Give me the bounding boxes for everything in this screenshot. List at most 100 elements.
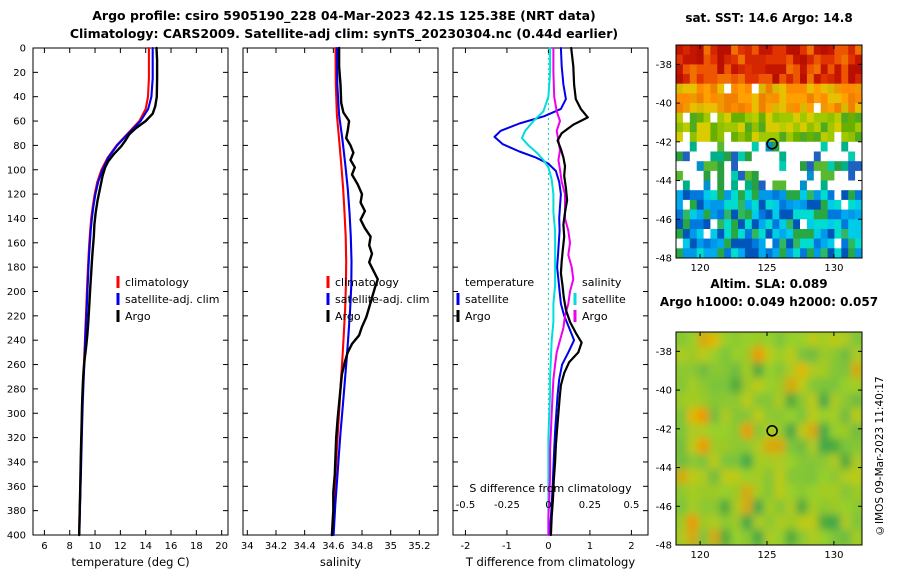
s-axis-tick-label: 0 xyxy=(545,500,551,511)
map-y-tick-label: -46 xyxy=(656,215,672,226)
imos-watermark: ©IMOS 09-Mar-2023 11:40:17 xyxy=(874,376,886,536)
x-tick-label: 10 xyxy=(89,541,102,552)
legend-header: temperature xyxy=(465,276,534,289)
legend-label: climatology xyxy=(125,276,189,289)
map-y-tick-label: -38 xyxy=(656,347,672,358)
series-argo xyxy=(77,46,159,537)
legend-label: Argo xyxy=(582,310,608,323)
legend-label: satellite-adj. clim xyxy=(335,293,429,306)
depth-tick-label: 180 xyxy=(7,263,26,274)
temperature_profile-frame xyxy=(32,47,229,536)
x-tick-label: 2 xyxy=(628,541,634,552)
x-tick-label: -2 xyxy=(460,541,470,552)
x-tick-label: 6 xyxy=(41,541,47,552)
sla-map-title-line2: Argo h1000: 0.049 h2000: 0.057 xyxy=(659,295,879,309)
x-axis-label: salinity xyxy=(320,555,361,569)
argo-float-marker xyxy=(766,424,778,437)
x-tick-label: 20 xyxy=(215,541,228,552)
depth-tick-label: 400 xyxy=(7,531,26,542)
depth-tick-label: 280 xyxy=(7,384,26,395)
map-x-tick-label: 125 xyxy=(757,550,776,561)
legend-header: salinity xyxy=(582,276,622,289)
argo-float-marker xyxy=(766,138,778,150)
x-tick-label: 35 xyxy=(384,541,397,552)
x-tick-label: 34.4 xyxy=(294,541,316,552)
figure-title-line2: Climatology: CARS2009. Satellite-adj cli… xyxy=(69,26,619,41)
depth-tick-label: 260 xyxy=(7,360,26,371)
x-tick-label: 0 xyxy=(545,541,551,552)
map-x-tick-label: 125 xyxy=(757,263,776,274)
x-tick-label: -1 xyxy=(502,541,512,552)
legend-label: Argo xyxy=(465,310,491,323)
depth-tick-label: 20 xyxy=(13,68,26,79)
legend-label: satellite-adj. clim xyxy=(125,293,219,306)
legend-label: satellite xyxy=(465,293,509,306)
temperature_profile-panel: 6 8 10 12 14 16 18 2002040608010012014016018020… xyxy=(7,44,229,569)
depth-tick-label: 360 xyxy=(7,482,26,493)
legend-label: climatology xyxy=(335,276,399,289)
series-s-diff-satellite xyxy=(520,47,557,536)
map-y-tick-label: -48 xyxy=(656,254,672,265)
map-y-tick-label: -40 xyxy=(656,99,672,110)
map-y-tick-label: -40 xyxy=(656,386,672,397)
sst-map-title: sat. SST: 14.6 Argo: 14.8 xyxy=(685,11,853,25)
map-x-tick-label: 120 xyxy=(691,263,710,274)
map-x-tick-label: 130 xyxy=(824,263,843,274)
map-x-tick-label: 130 xyxy=(824,550,843,561)
x-tick-label: 34.6 xyxy=(322,541,344,552)
salinity_profile-panel: 34 34.2 34.4 34.6 34.8 35 35.2 climatology satel… xyxy=(241,46,439,569)
map-y-tick-label: -46 xyxy=(656,502,672,513)
depth-tick-label: 80 xyxy=(13,141,26,152)
sla_map-frame xyxy=(675,331,863,546)
depth-tick-label: 220 xyxy=(7,311,26,322)
depth-tick-label: 240 xyxy=(7,336,26,347)
map-y-tick-label: -48 xyxy=(656,541,672,552)
depth-tick-label: 60 xyxy=(13,117,26,128)
depth-tick-label: 300 xyxy=(7,409,26,420)
depth-tick-label: 380 xyxy=(7,506,26,517)
x-tick-label: 34.2 xyxy=(265,541,287,552)
depth-tick-label: 160 xyxy=(7,238,26,249)
x-tick-label: 35.2 xyxy=(408,541,430,552)
x-tick-label: 16 xyxy=(165,541,178,552)
difference_profile-panel: -2 -1 0 1 2 temperature satellite Argo salinity s… xyxy=(452,46,649,569)
map-y-tick-label: -44 xyxy=(656,176,672,187)
sla_map: 120 125 130 -38 -40 -42 -44 -46 -48 xyxy=(656,331,863,561)
s-axis-tick-label: 0.25 xyxy=(579,500,601,511)
depth-tick-label: 0 xyxy=(20,44,26,55)
s-axis-tick-label: 0.5 xyxy=(623,500,639,511)
sst_map: 120 125 130 -38 -40 -42 -44 -46 -48 xyxy=(656,44,863,274)
sla-map-title-line1: Altim. SLA: 0.089 xyxy=(710,277,828,291)
sst_map-frame xyxy=(675,44,863,259)
legend-label: satellite xyxy=(582,293,626,306)
depth-tick-label: 200 xyxy=(7,287,26,298)
x-axis-label: T difference from climatology xyxy=(465,555,636,569)
series-s-diff-argo xyxy=(547,47,575,536)
map-y-tick-label: -38 xyxy=(656,60,672,71)
legend-label: Argo xyxy=(335,310,361,323)
map-y-tick-label: -42 xyxy=(656,424,672,435)
x-tick-label: 1 xyxy=(587,541,593,552)
depth-tick-label: 120 xyxy=(7,190,26,201)
x-tick-label: 34.8 xyxy=(351,541,373,552)
x-tick-label: 14 xyxy=(139,541,152,552)
x-tick-label: 34 xyxy=(241,541,254,552)
s-axis-tick-label: -0.5 xyxy=(456,500,476,511)
series-satellite-adj-clim xyxy=(332,46,353,537)
x-tick-label: 8 xyxy=(67,541,73,552)
x-tick-label: 18 xyxy=(190,541,203,552)
map-y-tick-label: -44 xyxy=(656,463,672,474)
s-axis-tick-label: -0.25 xyxy=(494,500,520,511)
series-argo xyxy=(330,46,379,537)
map-x-tick-label: 120 xyxy=(691,550,710,561)
figure-title-line1: Argo profile: csiro 5905190_228 04-Mar-2… xyxy=(92,8,596,23)
depth-tick-label: 320 xyxy=(7,433,26,444)
depth-tick-label: 40 xyxy=(13,92,26,103)
map-y-tick-label: -42 xyxy=(656,137,672,148)
x-axis-label: temperature (deg C) xyxy=(71,555,189,569)
series-t-diff-argo xyxy=(549,46,589,537)
depth-tick-label: 340 xyxy=(7,457,26,468)
x-tick-label: 12 xyxy=(114,541,127,552)
